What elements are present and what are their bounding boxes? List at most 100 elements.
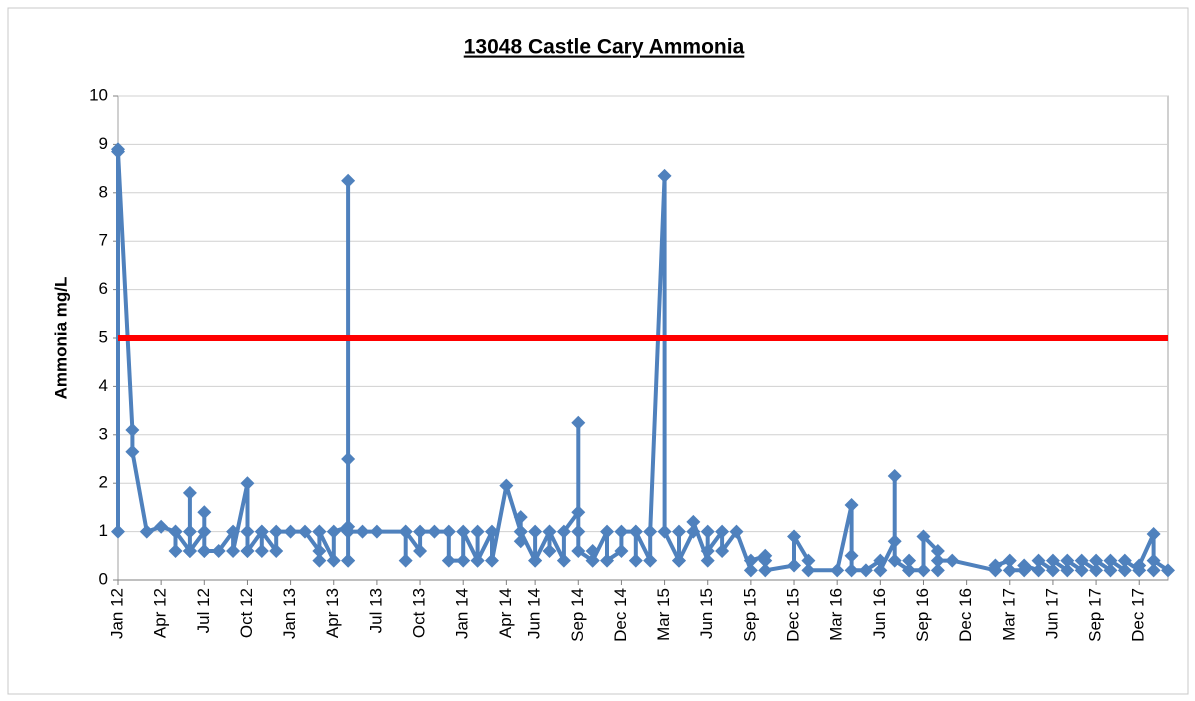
data-point	[600, 524, 615, 539]
x-tick-label: Jan 14	[453, 588, 472, 639]
data-point	[844, 548, 859, 563]
data-point	[1045, 553, 1060, 568]
y-tick-label: 2	[99, 473, 108, 492]
x-tick-label: Jun 15	[697, 588, 716, 639]
data-point	[988, 558, 1003, 573]
data-point	[484, 553, 499, 568]
data-point	[398, 553, 413, 568]
data-point	[312, 543, 327, 558]
y-axis-label: Ammonia mg/L	[51, 277, 70, 400]
data-point	[1002, 563, 1017, 578]
data-point	[1031, 553, 1046, 568]
data-point	[269, 543, 284, 558]
data-point	[269, 524, 284, 539]
data-point	[326, 553, 341, 568]
data-point	[585, 543, 600, 558]
data-point	[542, 524, 557, 539]
data-point	[398, 524, 413, 539]
data-point	[369, 524, 384, 539]
x-tick-label: Apr 14	[496, 588, 515, 638]
y-tick-label: 4	[99, 376, 108, 395]
x-tick-label: Mar 17	[999, 588, 1018, 641]
data-point	[916, 563, 931, 578]
data-point	[499, 478, 514, 493]
data-point	[1060, 553, 1075, 568]
y-tick-label: 0	[99, 569, 108, 588]
data-point	[700, 543, 715, 558]
x-tick-label: Jan 12	[107, 588, 126, 639]
data-point	[715, 524, 730, 539]
data-point	[1117, 563, 1132, 578]
data-point	[930, 563, 945, 578]
data-point	[427, 524, 442, 539]
data-point	[355, 524, 370, 539]
data-point	[1074, 553, 1089, 568]
data-point	[341, 524, 356, 539]
data-point	[182, 543, 197, 558]
data-point	[571, 543, 586, 558]
y-tick-label: 7	[99, 231, 108, 250]
data-point	[614, 543, 629, 558]
data-point	[758, 563, 773, 578]
x-tick-label: Oct 12	[237, 588, 256, 638]
data-point	[801, 563, 816, 578]
data-point	[456, 524, 471, 539]
data-point	[1060, 563, 1075, 578]
y-tick-label: 1	[99, 521, 108, 540]
y-tick-label: 3	[99, 424, 108, 443]
data-point	[1146, 563, 1161, 578]
x-tick-label: Dec 17	[1129, 588, 1148, 642]
data-point	[312, 524, 327, 539]
x-tick-label: Oct 13	[410, 588, 429, 638]
data-point	[628, 524, 643, 539]
data-point	[686, 524, 701, 539]
data-point	[341, 173, 356, 188]
data-point	[743, 553, 758, 568]
x-tick-label: Mar 15	[654, 588, 673, 641]
data-point	[1161, 563, 1175, 578]
data-point	[743, 563, 758, 578]
y-tick-label: 6	[99, 279, 108, 298]
data-point	[413, 543, 428, 558]
y-tick-label: 9	[99, 134, 108, 153]
data-point	[513, 534, 528, 549]
data-point	[902, 553, 917, 568]
x-tick-label: Jul 12	[194, 588, 213, 633]
chart-title: 13048 Castle Cary Ammonia	[464, 36, 745, 59]
data-point	[930, 543, 945, 558]
data-point	[456, 553, 471, 568]
data-point	[873, 563, 888, 578]
x-tick-label: Dec 15	[784, 588, 803, 642]
data-point	[1031, 563, 1046, 578]
data-point	[887, 468, 902, 483]
y-tick-label: 10	[89, 85, 108, 104]
data-point	[125, 444, 140, 459]
x-tick-label: Sep 16	[913, 588, 932, 642]
data-point	[571, 524, 586, 539]
data-point	[441, 524, 456, 539]
data-point	[1089, 553, 1104, 568]
data-point	[643, 524, 658, 539]
data-point	[111, 524, 125, 539]
data-point	[154, 519, 169, 534]
data-point	[1146, 553, 1161, 568]
x-tick-label: Dec 16	[956, 588, 975, 642]
x-tick-label: Jun 14	[525, 588, 544, 639]
data-point	[787, 558, 802, 573]
data-point	[413, 524, 428, 539]
data-point	[326, 524, 341, 539]
x-tick-label: Jan 13	[280, 588, 299, 639]
y-tick-label: 8	[99, 182, 108, 201]
data-point	[643, 553, 658, 568]
data-point	[470, 553, 485, 568]
x-tick-label: Apr 13	[323, 588, 342, 638]
data-point	[1089, 563, 1104, 578]
x-tick-label: Apr 12	[151, 588, 170, 638]
data-point	[787, 529, 802, 544]
data-point	[197, 505, 212, 520]
data-point	[873, 553, 888, 568]
data-point	[182, 524, 197, 539]
data-point	[513, 524, 528, 539]
data-point	[197, 543, 212, 558]
x-tick-label: Dec 14	[611, 588, 630, 642]
